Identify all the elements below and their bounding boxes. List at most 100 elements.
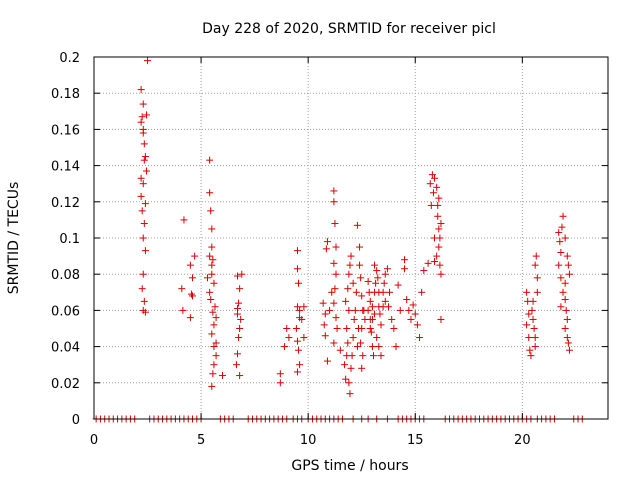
data-point xyxy=(209,370,217,378)
data-point xyxy=(346,390,354,398)
data-point xyxy=(295,279,303,287)
chart-title: Day 228 of 2020, SRMTID for receiver pic… xyxy=(202,21,496,37)
data-point xyxy=(390,325,398,332)
data-point xyxy=(210,279,218,287)
data-point xyxy=(384,303,392,311)
data-point xyxy=(326,306,334,314)
data-point xyxy=(377,352,385,360)
data-point xyxy=(433,252,441,260)
data-point xyxy=(137,192,145,200)
data-point xyxy=(531,334,539,342)
data-point xyxy=(381,270,389,278)
data-point xyxy=(322,245,330,253)
data-point xyxy=(142,167,150,175)
data-point xyxy=(331,285,339,293)
data-point xyxy=(186,261,194,269)
data-point xyxy=(139,180,147,188)
data-point xyxy=(358,292,366,300)
data-point xyxy=(236,285,244,293)
data-point xyxy=(141,153,149,161)
data-point xyxy=(525,310,533,318)
data-point xyxy=(436,261,444,269)
data-point xyxy=(413,321,421,329)
data-point xyxy=(336,346,344,354)
data-point xyxy=(383,265,391,273)
data-point xyxy=(140,156,148,164)
data-point xyxy=(206,252,214,260)
data-point xyxy=(558,223,566,231)
data-point xyxy=(557,248,565,256)
data-point xyxy=(373,267,381,275)
data-point xyxy=(366,325,374,332)
data-point xyxy=(356,261,364,269)
data-point xyxy=(565,346,573,354)
data-point xyxy=(236,372,244,380)
data-point xyxy=(206,288,214,296)
data-point xyxy=(376,310,384,318)
data-point xyxy=(237,315,245,323)
data-point xyxy=(431,174,439,182)
data-point xyxy=(138,207,146,215)
data-point xyxy=(437,315,445,323)
data-point xyxy=(283,325,291,332)
x-axis-label: GPS time / hours xyxy=(291,458,408,474)
data-point xyxy=(233,305,241,313)
data-point xyxy=(238,270,246,278)
data-point xyxy=(300,334,308,342)
data-point xyxy=(564,339,572,347)
data-point xyxy=(392,343,400,351)
data-point xyxy=(140,297,148,305)
data-point xyxy=(353,221,361,229)
data-point xyxy=(565,270,573,278)
data-point xyxy=(233,272,241,280)
data-point xyxy=(276,370,284,378)
data-point xyxy=(345,270,353,278)
data-point xyxy=(555,261,563,269)
data-point xyxy=(141,200,149,208)
data-point xyxy=(437,220,445,228)
data-point xyxy=(139,270,147,278)
data-point xyxy=(563,334,571,342)
data-point xyxy=(342,375,350,383)
data-point xyxy=(557,274,565,282)
data-point xyxy=(344,339,352,347)
data-point xyxy=(368,343,376,351)
data-point xyxy=(342,297,350,305)
data-point xyxy=(139,129,147,137)
data-point xyxy=(349,279,357,287)
data-point xyxy=(525,334,533,342)
data-point xyxy=(528,306,536,314)
data-point xyxy=(368,315,376,323)
y-tick-label: 0.12 xyxy=(51,196,80,211)
data-point xyxy=(559,212,567,220)
data-point xyxy=(367,328,375,336)
data-point xyxy=(557,303,565,311)
data-point xyxy=(292,325,300,332)
data-point xyxy=(431,234,439,242)
data-point xyxy=(210,343,218,351)
data-point xyxy=(352,288,360,296)
data-point xyxy=(328,288,336,296)
data-point xyxy=(434,212,442,220)
data-point xyxy=(212,352,220,360)
data-point xyxy=(437,270,445,278)
data-point xyxy=(138,113,146,121)
data-point xyxy=(330,299,338,307)
data-point xyxy=(529,315,537,323)
y-tick-label: 0.06 xyxy=(51,304,80,319)
data-point xyxy=(529,297,537,305)
data-point xyxy=(388,315,396,323)
data-point xyxy=(179,306,187,314)
y-tick-label: 0.2 xyxy=(59,51,80,66)
data-point xyxy=(531,343,539,351)
data-point xyxy=(426,180,434,188)
data-point xyxy=(350,315,358,323)
data-point xyxy=(372,279,380,287)
data-point xyxy=(206,156,214,164)
data-point xyxy=(208,261,216,269)
data-point xyxy=(418,288,426,296)
data-point xyxy=(232,361,240,369)
data-point xyxy=(206,189,214,197)
data-point xyxy=(293,247,301,255)
data-point xyxy=(526,346,534,354)
